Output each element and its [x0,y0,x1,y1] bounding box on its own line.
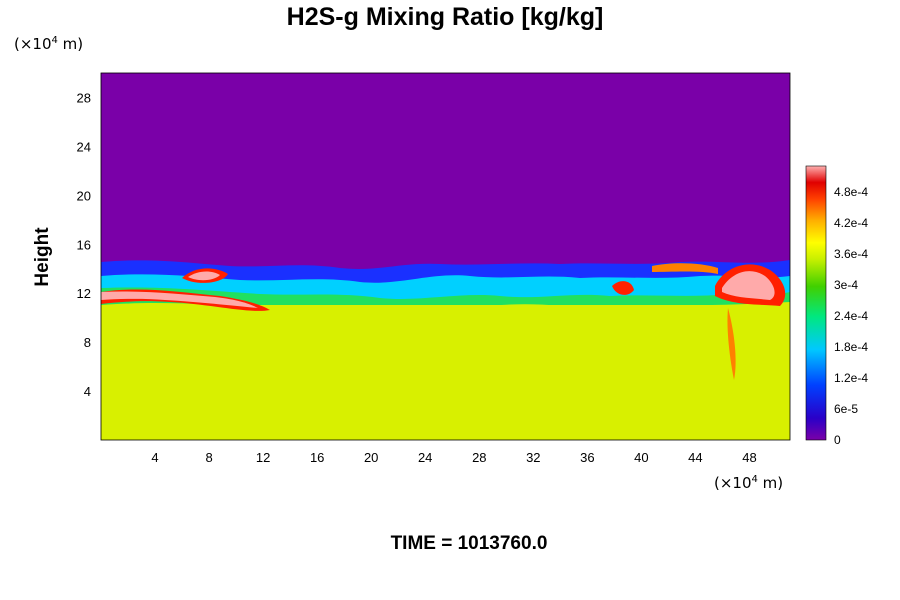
x-tick-label: 8 [205,450,212,465]
y-tick-label: 4 [84,384,91,399]
colorbar-tick-label: 2.4e-4 [834,309,868,323]
plot-frame [100,72,791,441]
y-tick-label: 20 [77,188,91,203]
heatmap-field [101,73,790,440]
x-tick-label: 20 [364,450,378,465]
y-tick-label: 28 [77,91,91,106]
lower-layer-edge [101,302,790,312]
x-tick-label: 28 [472,450,486,465]
colorbar-tick-label: 1.2e-4 [834,371,868,385]
x-tick-label: 36 [580,450,594,465]
pink-band-left [101,291,258,308]
colorbar-tick-label: 6e-5 [834,402,858,416]
x-axis-unit-label: (×104 m) [714,474,783,492]
pink-plume-right [722,271,775,300]
x-tick-label: 4 [151,450,158,465]
y-tick-label: 8 [84,335,91,350]
y-tick-label: 24 [77,139,91,154]
colorbar-tick-label: 3.6e-4 [834,247,868,261]
x-tick-label: 44 [688,450,702,465]
x-tick-label: 12 [256,450,270,465]
x-tick-label: 24 [418,450,432,465]
colorbar-tick-label: 4.2e-4 [834,216,868,230]
x-tick-label: 32 [526,450,540,465]
colorbar-tick-label: 0 [834,433,841,447]
orange-filament-right [652,263,718,274]
y-axis-unit-label: (×104 m) [14,35,83,53]
time-label: TIME = 1013760.0 [391,533,548,554]
colorbar-tick-label: 4.8e-4 [834,185,868,199]
colorbar-tick-labels: 0 6e-5 1.2e-4 1.8e-4 2.4e-4 3e-4 3.6e-4 4.2e-4 4… [834,185,868,447]
x-tick-label: 40 [634,450,648,465]
chart-title: H2S-g Mixing Ratio [kg/kg] [287,3,604,31]
red-cell-mid [612,281,634,295]
colorbar-tick-label: 1.8e-4 [834,340,868,354]
y-tick-label: 16 [77,237,91,252]
y-axis-label: Height [32,227,53,287]
orange-streak-right [727,308,736,380]
y-tick-label: 12 [77,286,91,301]
y-tick-labels: 4 8 12 16 20 24 28 [77,91,91,400]
colorbar [805,165,827,441]
x-tick-labels: 4 8 12 16 20 24 28 32 36 40 44 48 [151,450,756,465]
x-tick-label: 48 [742,450,756,465]
lower-layer [101,305,790,440]
x-tick-label: 16 [310,450,324,465]
colorbar-tick-label: 3e-4 [834,278,858,292]
pink-cell-left [188,271,220,281]
